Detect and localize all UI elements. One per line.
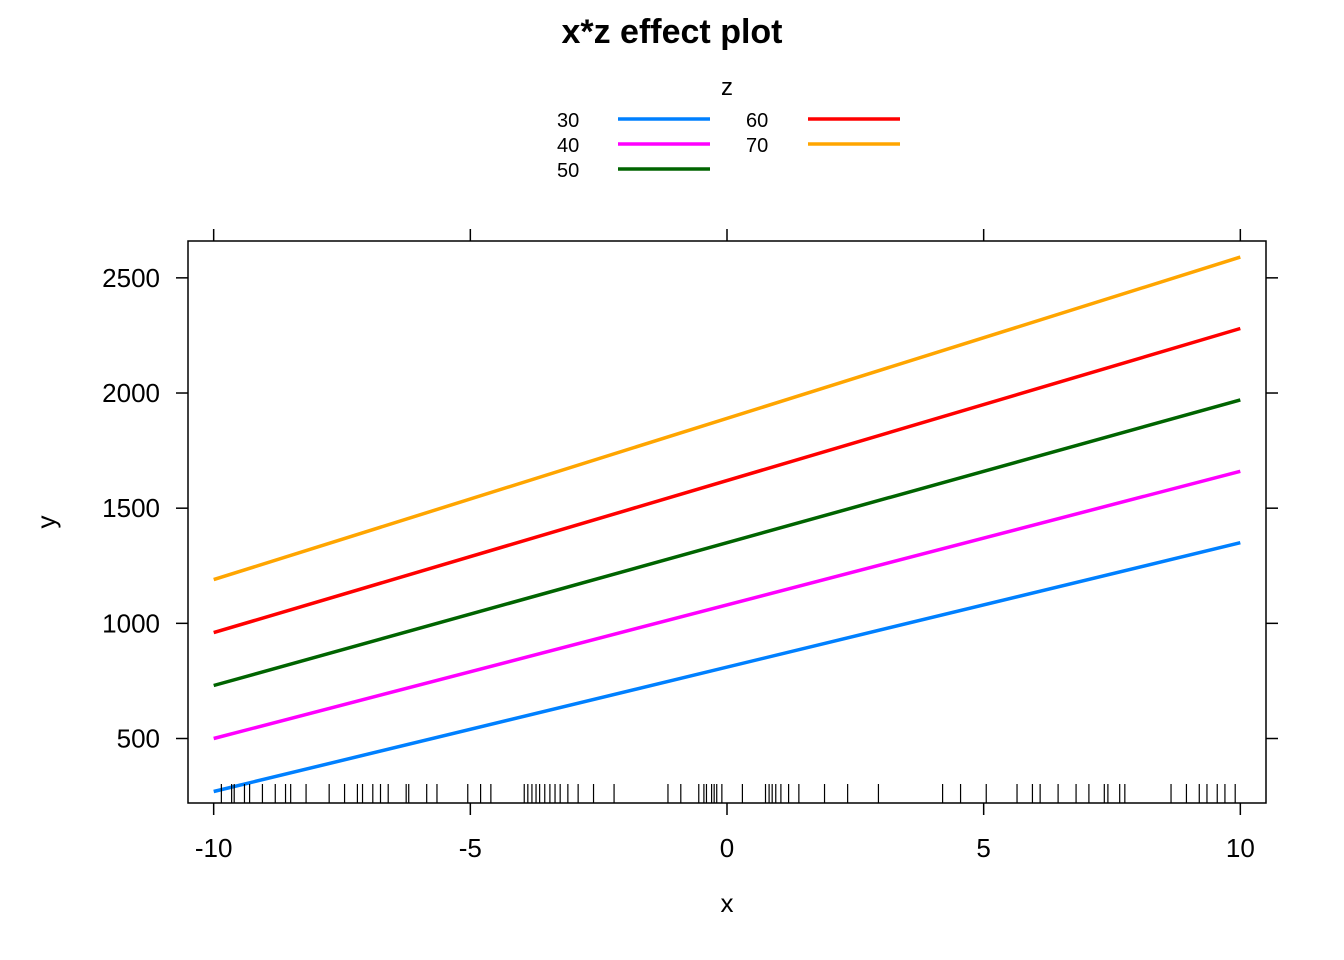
axes: -10 -5 0 5 10 500 1000 1500 2000 2500 xyxy=(102,229,1278,863)
y-axis-label: y xyxy=(31,516,61,529)
legend-title: z xyxy=(721,74,733,101)
y-tick-label: 1500 xyxy=(102,493,160,523)
series-lines xyxy=(213,255,1241,794)
x-tick-label: 5 xyxy=(976,833,990,863)
legend-label-z-40: 40 xyxy=(557,135,579,157)
legend-label-z-60: 60 xyxy=(746,110,768,132)
rug xyxy=(220,784,1236,803)
legend-label-z-70: 70 xyxy=(746,135,768,157)
legend: 30 40 50 60 70 xyxy=(557,110,900,182)
x-tick-label: 10 xyxy=(1226,833,1255,863)
y-tick-label: 2500 xyxy=(102,263,160,293)
x-axis-label: x xyxy=(721,888,734,918)
series-line-z-60 xyxy=(213,326,1241,635)
plot-frame xyxy=(187,240,1267,804)
legend-label-z-50: 50 xyxy=(557,160,579,182)
chart-title: x*z effect plot xyxy=(561,13,782,51)
x-tick-label: -10 xyxy=(195,833,233,863)
series-line-z-40 xyxy=(213,469,1241,741)
y-tick-label: 1000 xyxy=(102,608,160,638)
legend-label-z-30: 30 xyxy=(557,110,579,132)
y-tick-label: 500 xyxy=(117,724,160,754)
series-line-z-50 xyxy=(213,398,1241,688)
y-tick-label: 2000 xyxy=(102,378,160,408)
x-tick-label: 0 xyxy=(720,833,734,863)
series-line-z-70 xyxy=(213,255,1241,582)
series-line-z-30 xyxy=(213,540,1241,794)
x-tick-label: -5 xyxy=(459,833,482,863)
